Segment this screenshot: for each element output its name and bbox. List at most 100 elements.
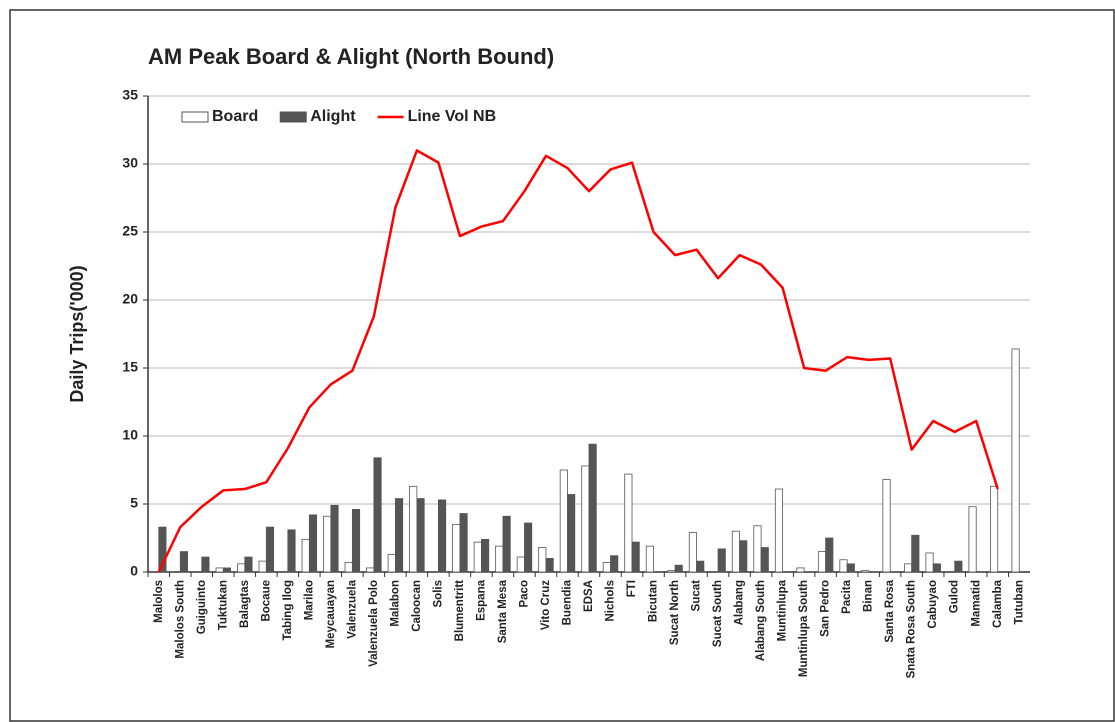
y-tick-label: 10: [122, 427, 138, 443]
bar: [308, 514, 318, 573]
x-tick-label: Blumentritt: [454, 580, 466, 642]
bar: [796, 567, 805, 573]
bar: [366, 567, 375, 573]
x-tick-label: Caloocan: [411, 580, 423, 632]
bar: [688, 532, 697, 573]
bar: [911, 534, 920, 573]
bar: [495, 545, 504, 573]
bar: [846, 563, 855, 573]
bar: [631, 541, 640, 573]
legend-label: Board: [212, 108, 258, 125]
bar: [473, 541, 482, 573]
x-tick-label: Solis: [432, 580, 444, 607]
x-tick-label: EDSA: [583, 580, 595, 612]
y-tick-label: 5: [130, 495, 138, 511]
bar: [287, 529, 296, 573]
legend-swatch: [279, 111, 307, 123]
bar: [201, 556, 210, 573]
bar: [215, 567, 224, 573]
x-tick-label: Marilao: [303, 580, 315, 620]
bar: [825, 537, 834, 573]
bar: [602, 562, 611, 573]
x-tick-label: Valenzuela Polo: [368, 580, 380, 667]
x-tick-label: Alabang: [734, 580, 746, 625]
x-tick-label: Bocaue: [260, 580, 272, 622]
bar: [545, 558, 554, 573]
bar: [344, 562, 353, 573]
x-tick-label: Nichols: [605, 580, 617, 622]
x-tick-label: Tutuban: [1013, 580, 1025, 625]
x-tick-label: Espana: [475, 579, 487, 621]
y-tick-label: 15: [122, 359, 138, 375]
bar: [882, 479, 891, 573]
bar: [438, 499, 447, 573]
x-tick-label: FTI: [626, 580, 638, 597]
bar: [645, 545, 654, 573]
bar: [588, 443, 597, 573]
bar: [452, 524, 461, 573]
bar: [774, 488, 784, 573]
x-tick-label: Cabuyao: [927, 580, 939, 629]
bar: [839, 559, 848, 573]
bar: [394, 498, 404, 573]
x-tick-label: Sucat South: [712, 580, 724, 647]
y-tick-label: 25: [122, 223, 138, 239]
x-tick-label: Malabon: [389, 580, 401, 627]
x-tick-label: Santa Rosa: [884, 579, 896, 642]
bar: [731, 530, 740, 573]
x-tick-label: Tabing Ilog: [282, 580, 294, 640]
x-tick-label: Gulod: [949, 580, 961, 613]
bar: [416, 498, 425, 573]
x-tick-label: Sucat: [691, 580, 703, 611]
bar: [524, 522, 533, 573]
bar: [954, 560, 963, 573]
bar: [903, 563, 913, 573]
legend-swatch: [181, 111, 209, 123]
x-tick-label: Pacita: [841, 579, 853, 613]
x-tick-label: Malolos: [153, 580, 165, 623]
bar: [717, 548, 726, 573]
bar: [373, 457, 382, 573]
bar: [409, 485, 418, 573]
x-tick-label: Mamatid: [970, 580, 982, 627]
bar: [624, 473, 633, 573]
bar: [567, 494, 576, 573]
bar: [990, 485, 999, 573]
bar: [674, 564, 683, 573]
bar: [538, 547, 547, 573]
x-tick-label: Buendia: [562, 579, 574, 625]
x-tick-label: Bicutan: [648, 580, 660, 622]
bar: [459, 513, 468, 573]
y-axis-label: Daily Trips('000): [67, 265, 87, 402]
x-tick-label: Vito Cruz: [540, 580, 552, 631]
x-tick-label: Sucat North: [669, 580, 681, 645]
bar: [351, 509, 361, 573]
y-tick-label: 0: [130, 563, 138, 579]
y-tick-label: 30: [122, 155, 138, 171]
bar: [581, 465, 590, 573]
bar: [323, 515, 332, 573]
x-tick-label: Binan: [863, 580, 875, 612]
bar: [739, 540, 748, 573]
legend-label: Alight: [310, 108, 356, 125]
bar: [610, 555, 619, 573]
line: [157, 149, 999, 573]
bar: [667, 570, 676, 573]
x-tick-label: Calamba: [992, 579, 1004, 628]
x-tick-label: San Pedro: [820, 580, 832, 637]
x-tick-label: Snata Rosa South: [906, 580, 918, 678]
bar: [265, 526, 275, 573]
x-tick-label: Tuktukan: [217, 580, 229, 630]
bar: [760, 547, 769, 573]
bar: [158, 526, 167, 573]
legend-label: Line Vol NB: [408, 108, 497, 125]
bar: [481, 538, 490, 573]
bar: [696, 560, 705, 573]
bar: [222, 567, 232, 573]
x-tick-label: Muntinlupa: [777, 579, 789, 641]
bar: [330, 504, 339, 573]
x-tick-label: Santa Mesa: [497, 579, 509, 643]
bar: [387, 553, 396, 573]
y-tick-label: 35: [122, 87, 138, 103]
